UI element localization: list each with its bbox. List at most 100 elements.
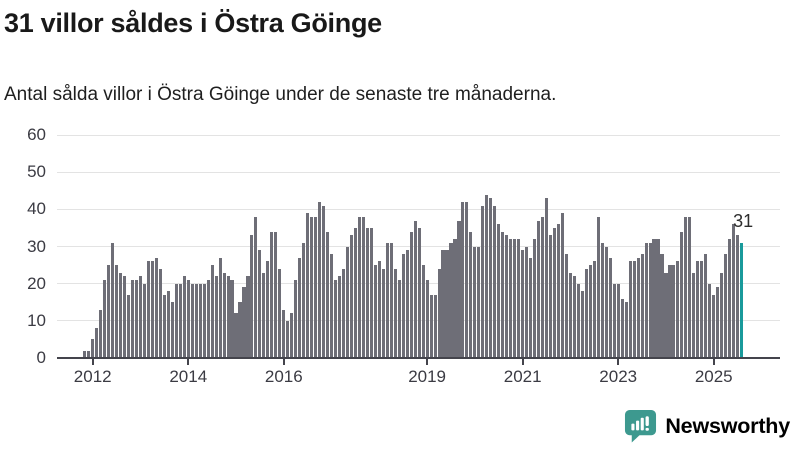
bar xyxy=(393,268,397,358)
bar xyxy=(262,272,266,358)
bar xyxy=(548,235,553,358)
bar xyxy=(294,280,298,358)
gridline xyxy=(57,134,780,136)
bar xyxy=(123,276,127,358)
bar xyxy=(704,254,708,358)
bar xyxy=(377,261,381,358)
bar xyxy=(612,283,616,358)
bar xyxy=(166,291,170,358)
bar xyxy=(190,283,194,358)
bar xyxy=(564,254,568,358)
bar xyxy=(318,202,322,358)
x-tick-mark xyxy=(521,359,524,365)
bar xyxy=(186,280,190,358)
bar xyxy=(433,294,437,358)
bar xyxy=(513,239,517,358)
bar xyxy=(584,268,588,358)
bar xyxy=(353,228,357,358)
bar xyxy=(226,276,230,358)
bar xyxy=(732,224,736,358)
bar xyxy=(556,224,561,358)
bar xyxy=(95,328,99,358)
x-tick-mark xyxy=(712,359,715,365)
x-tick-mark xyxy=(91,359,94,365)
chart-subtitle: Antal sålda villor i Östra Göinge under … xyxy=(4,84,557,105)
bar xyxy=(349,235,354,358)
bar xyxy=(357,216,361,358)
bar xyxy=(397,280,401,358)
bar xyxy=(162,294,166,358)
bar xyxy=(361,216,365,358)
bar xyxy=(278,268,282,358)
bar xyxy=(568,272,572,358)
bar xyxy=(341,268,346,358)
bar xyxy=(310,216,314,358)
bar xyxy=(489,198,493,358)
bar xyxy=(668,265,672,358)
bar xyxy=(99,309,103,358)
bar xyxy=(270,231,274,358)
bar xyxy=(381,268,385,358)
bar xyxy=(250,235,254,358)
bar xyxy=(505,235,509,358)
bar xyxy=(608,257,612,358)
bar xyxy=(134,280,139,358)
bar xyxy=(572,276,576,358)
bar xyxy=(146,261,150,358)
bar xyxy=(401,254,405,358)
bar xyxy=(656,239,660,358)
bar xyxy=(214,276,218,358)
gridline xyxy=(57,171,780,173)
bar xyxy=(636,257,640,358)
x-tick-label: 2014 xyxy=(169,367,208,386)
bar xyxy=(736,235,740,358)
bar xyxy=(592,261,596,358)
bar xyxy=(652,239,656,358)
bar xyxy=(91,339,95,358)
bar xyxy=(194,283,198,358)
bar xyxy=(604,246,608,358)
bar xyxy=(660,254,664,358)
bar xyxy=(640,254,644,358)
bar xyxy=(337,276,342,358)
bar xyxy=(580,291,584,358)
bar xyxy=(628,261,632,358)
bar xyxy=(222,272,226,358)
bar xyxy=(409,231,413,358)
bar xyxy=(552,228,557,358)
x-axis-line xyxy=(57,357,780,359)
bar xyxy=(142,283,146,358)
bar xyxy=(672,265,676,358)
bar xyxy=(576,283,580,358)
bar xyxy=(286,320,290,358)
bar xyxy=(544,198,549,358)
bar xyxy=(322,205,326,358)
y-tick-label: 10 xyxy=(27,310,46,330)
bar xyxy=(684,216,688,358)
bar xyxy=(266,261,270,358)
bar xyxy=(716,287,720,358)
bar xyxy=(254,216,258,358)
bar xyxy=(676,261,680,358)
bar xyxy=(664,272,668,358)
last-value-annotation: 31 xyxy=(733,210,754,231)
bar xyxy=(600,242,604,358)
bar xyxy=(389,242,393,358)
bar xyxy=(174,283,178,358)
bar xyxy=(369,228,373,358)
x-tick-label: 2016 xyxy=(264,367,303,386)
bar xyxy=(126,294,131,358)
bar xyxy=(302,242,306,358)
bar xyxy=(529,257,533,358)
bar xyxy=(234,313,238,358)
bar xyxy=(138,276,143,358)
bar xyxy=(274,231,278,358)
bar xyxy=(326,231,330,358)
bar xyxy=(242,287,246,358)
bar xyxy=(334,280,338,358)
bar xyxy=(258,250,262,358)
bar xyxy=(537,220,541,358)
bar xyxy=(465,202,469,358)
bar xyxy=(692,272,696,358)
bar xyxy=(282,309,286,358)
